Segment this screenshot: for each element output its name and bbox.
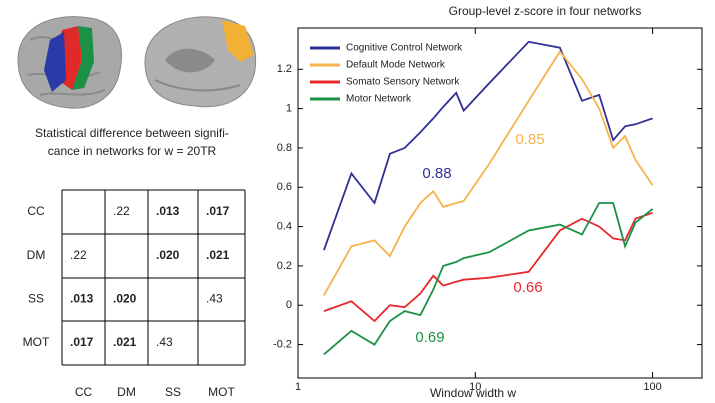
row-label: SS	[28, 292, 44, 306]
table-cell: .013	[70, 292, 94, 306]
table-cell: .013	[156, 204, 180, 218]
series-line	[323, 40, 653, 251]
y-tick-label: 0.4	[277, 221, 292, 233]
chart-title: Group-level z-score in four networks	[449, 4, 642, 18]
y-tick-label: 1.2	[277, 63, 292, 75]
legend-label: Somato Sensory Network	[346, 77, 460, 88]
series-line	[323, 211, 653, 323]
y-tick-label: -0.2	[273, 338, 292, 350]
x-axis-label: Window width w	[430, 386, 516, 400]
column-label: SS	[165, 385, 181, 399]
row-label: MOT	[23, 335, 50, 349]
annotation: 0.85	[515, 131, 544, 148]
table-cell: .017	[70, 335, 94, 349]
table-cell: .020	[156, 248, 180, 262]
row-label: DM	[27, 248, 46, 262]
annotation: 0.69	[415, 329, 444, 346]
legend-label: Cognitive Control Network	[346, 43, 463, 54]
series-line	[323, 50, 654, 296]
y-tick-label: 1	[286, 103, 292, 115]
legend-label: Default Mode Network	[346, 60, 446, 71]
table-cell: .22	[70, 248, 87, 262]
table-cell: .021	[206, 248, 230, 262]
y-tick-label: 0.6	[277, 181, 292, 193]
table-cell: .020	[113, 292, 137, 306]
caption: cance in networks for w = 20TR	[48, 144, 217, 158]
row-label: CC	[27, 204, 45, 218]
brain-right	[144, 16, 257, 108]
annotation: 0.88	[422, 165, 451, 182]
table-cell: .43	[156, 335, 173, 349]
column-label: DM	[117, 385, 136, 399]
column-label: CC	[75, 385, 93, 399]
y-tick-label: 0.2	[277, 260, 292, 272]
plot-frame	[297, 27, 703, 379]
y-tick-label: 0	[286, 299, 292, 311]
series-line	[323, 202, 654, 356]
annotation: 0.66	[513, 279, 542, 296]
x-tick-label: 1	[295, 381, 301, 393]
column-label: MOT	[208, 385, 235, 399]
brain-left	[17, 16, 122, 109]
table-cell: .017	[206, 204, 230, 218]
legend-label: Motor Network	[346, 94, 412, 105]
y-tick-label: 0.8	[277, 142, 292, 154]
table-cell: .021	[113, 335, 137, 349]
table-cell: .22	[113, 204, 130, 218]
table-cell: .43	[206, 292, 223, 306]
caption: Statistical difference between signifi-	[35, 126, 229, 140]
x-tick-label: 10	[469, 381, 481, 393]
x-tick-label: 100	[643, 381, 661, 393]
